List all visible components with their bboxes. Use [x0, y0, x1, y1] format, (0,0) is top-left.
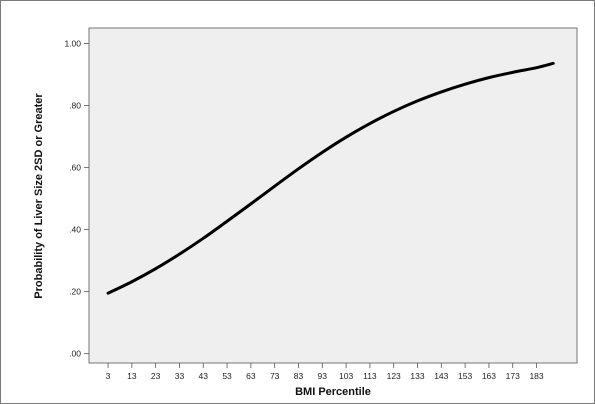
x-axis: 3 13 23 33 43 53 63 73 83 93 103 113 123 133 143 153 163…: [106, 363, 544, 381]
x-axis-title: BMI Percentile: [295, 386, 371, 398]
probability-curve: [106, 61, 555, 295]
x-tick-label: 93: [318, 371, 328, 381]
plot-area: [88, 27, 578, 364]
x-tick-label: 123: [387, 371, 401, 381]
x-tick-label: 113: [363, 371, 377, 381]
x-tick-label: 73: [270, 371, 280, 381]
x-tick-label: 23: [151, 371, 161, 381]
x-tick-label: 183: [529, 371, 543, 381]
x-tick-label: 173: [506, 371, 520, 381]
y-tick-label: .40: [69, 225, 81, 235]
y-axis-title: Probability of Liver Size 2SD or Greater: [33, 93, 45, 299]
y-tick-label: .80: [69, 101, 81, 111]
x-tick-label: 163: [482, 371, 496, 381]
y-tick-label: .20: [69, 287, 81, 297]
x-tick-label: 63: [246, 371, 256, 381]
x-tick-label: 153: [458, 371, 472, 381]
x-tick-label: 13: [127, 371, 137, 381]
x-tick-label: 83: [294, 371, 304, 381]
y-tick-label: .00: [69, 349, 81, 359]
x-tick-label: 33: [175, 371, 185, 381]
x-tick-label: 103: [339, 371, 353, 381]
y-tick-label: .60: [69, 163, 81, 173]
x-tick-label: 143: [434, 371, 448, 381]
y-axis: .00 .20 .40 .60 .80 1.00: [64, 39, 89, 359]
x-tick-label: 53: [222, 371, 232, 381]
x-tick-label: 3: [106, 371, 111, 381]
x-tick-label: 133: [410, 371, 424, 381]
y-tick-label: 1.00: [64, 39, 81, 49]
x-tick-label: 43: [199, 371, 209, 381]
